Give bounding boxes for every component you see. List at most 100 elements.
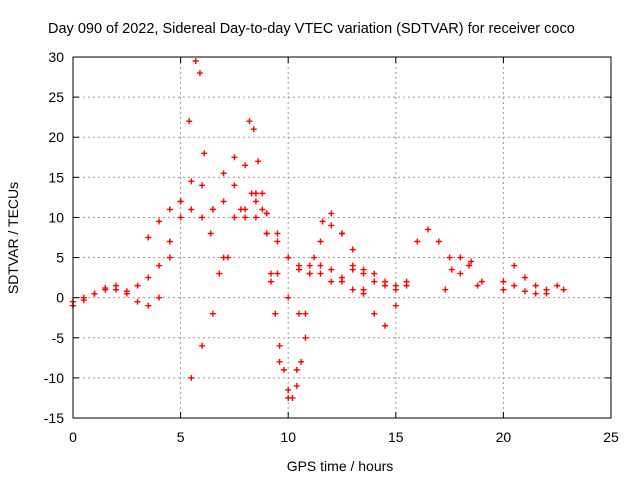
data-point [188,178,195,185]
data-point [242,206,249,213]
data-point [123,288,130,295]
data-point [392,286,399,293]
data-point [328,222,335,229]
data-point [145,234,152,241]
data-point [199,182,206,189]
data-point [156,218,163,225]
data-point [220,170,227,177]
data-point [248,190,255,197]
data-point [276,358,283,365]
data-point [302,310,309,317]
data-point [231,154,238,161]
data-point [295,266,302,273]
data-point [199,214,206,221]
grid [73,57,611,418]
data-point [382,282,389,289]
data-point [209,206,216,213]
data-point [252,214,259,221]
y-tick-label: 5 [56,250,64,266]
data-point [349,266,356,273]
series-track-4 [188,206,367,381]
data-point [267,278,274,285]
data-point [311,254,318,261]
data-point [371,310,378,317]
y-tick-label: -5 [52,330,65,346]
x-tick-label: 25 [603,429,619,445]
data-point [285,254,292,261]
data-point [252,198,259,205]
data-point [543,290,550,297]
data-point [209,310,216,317]
chart-title: Day 090 of 2022, Sidereal Day-to-day VTE… [48,21,575,37]
data-point [371,270,378,277]
data-point [274,270,281,277]
data-point [263,230,270,237]
data-point [500,278,507,285]
data-point [414,238,421,245]
y-axis-ticks: -15 -10 -5 0 5 10 15 20 25 30 [44,49,611,426]
data-point [207,230,214,237]
data-point [188,374,195,381]
series-track-2 [70,58,399,401]
data-point [392,302,399,309]
series-track-7 [442,254,481,293]
data-point [267,270,274,277]
data-point [255,158,262,165]
data-point [465,262,472,269]
data-point [328,278,335,285]
data-point [259,190,266,197]
data-point [371,278,378,285]
data-point [317,262,324,269]
data-point [102,285,109,292]
y-tick-label: -10 [44,370,64,386]
data-point [511,262,518,269]
data-point [328,210,335,217]
data-point [317,238,324,245]
x-tick-label: 0 [69,429,77,445]
x-tick-label: 20 [496,429,512,445]
data-point [446,254,453,261]
data-point [134,298,141,305]
data-point [166,206,173,213]
data-point [302,334,309,341]
data-point [250,126,257,133]
data-point [274,230,281,237]
data-point [274,238,281,245]
data-point [156,294,163,301]
data-point [360,270,367,277]
series-track-9 [500,282,567,297]
data-point [339,230,345,237]
data-point [554,282,561,289]
data-point [474,282,481,289]
data-point [500,286,507,293]
data-point [339,278,345,285]
data-point [259,206,266,213]
data-point [192,58,199,65]
data-point [293,382,300,389]
data-point [295,310,302,317]
data-point [276,342,283,349]
data-point [532,290,539,297]
data-point [457,254,464,261]
data-point [91,290,98,297]
data-point [242,162,249,169]
data-point [382,322,389,329]
x-tick-label: 10 [280,429,296,445]
data-point [425,226,432,233]
x-axis-label: GPS time / hours [287,458,394,474]
data-point [280,366,287,373]
data-point [156,262,163,269]
data-point [285,294,292,301]
data-point [298,358,305,365]
data-point [285,386,292,393]
data-point [317,270,324,277]
y-axis-label: SDTVAR / TECUs [5,182,21,294]
data-point [521,288,528,295]
data-point [220,254,227,261]
x-tick-label: 15 [388,429,404,445]
data-point [511,282,518,289]
data-point [478,278,485,285]
data-point [521,274,528,281]
data-point [306,262,313,269]
